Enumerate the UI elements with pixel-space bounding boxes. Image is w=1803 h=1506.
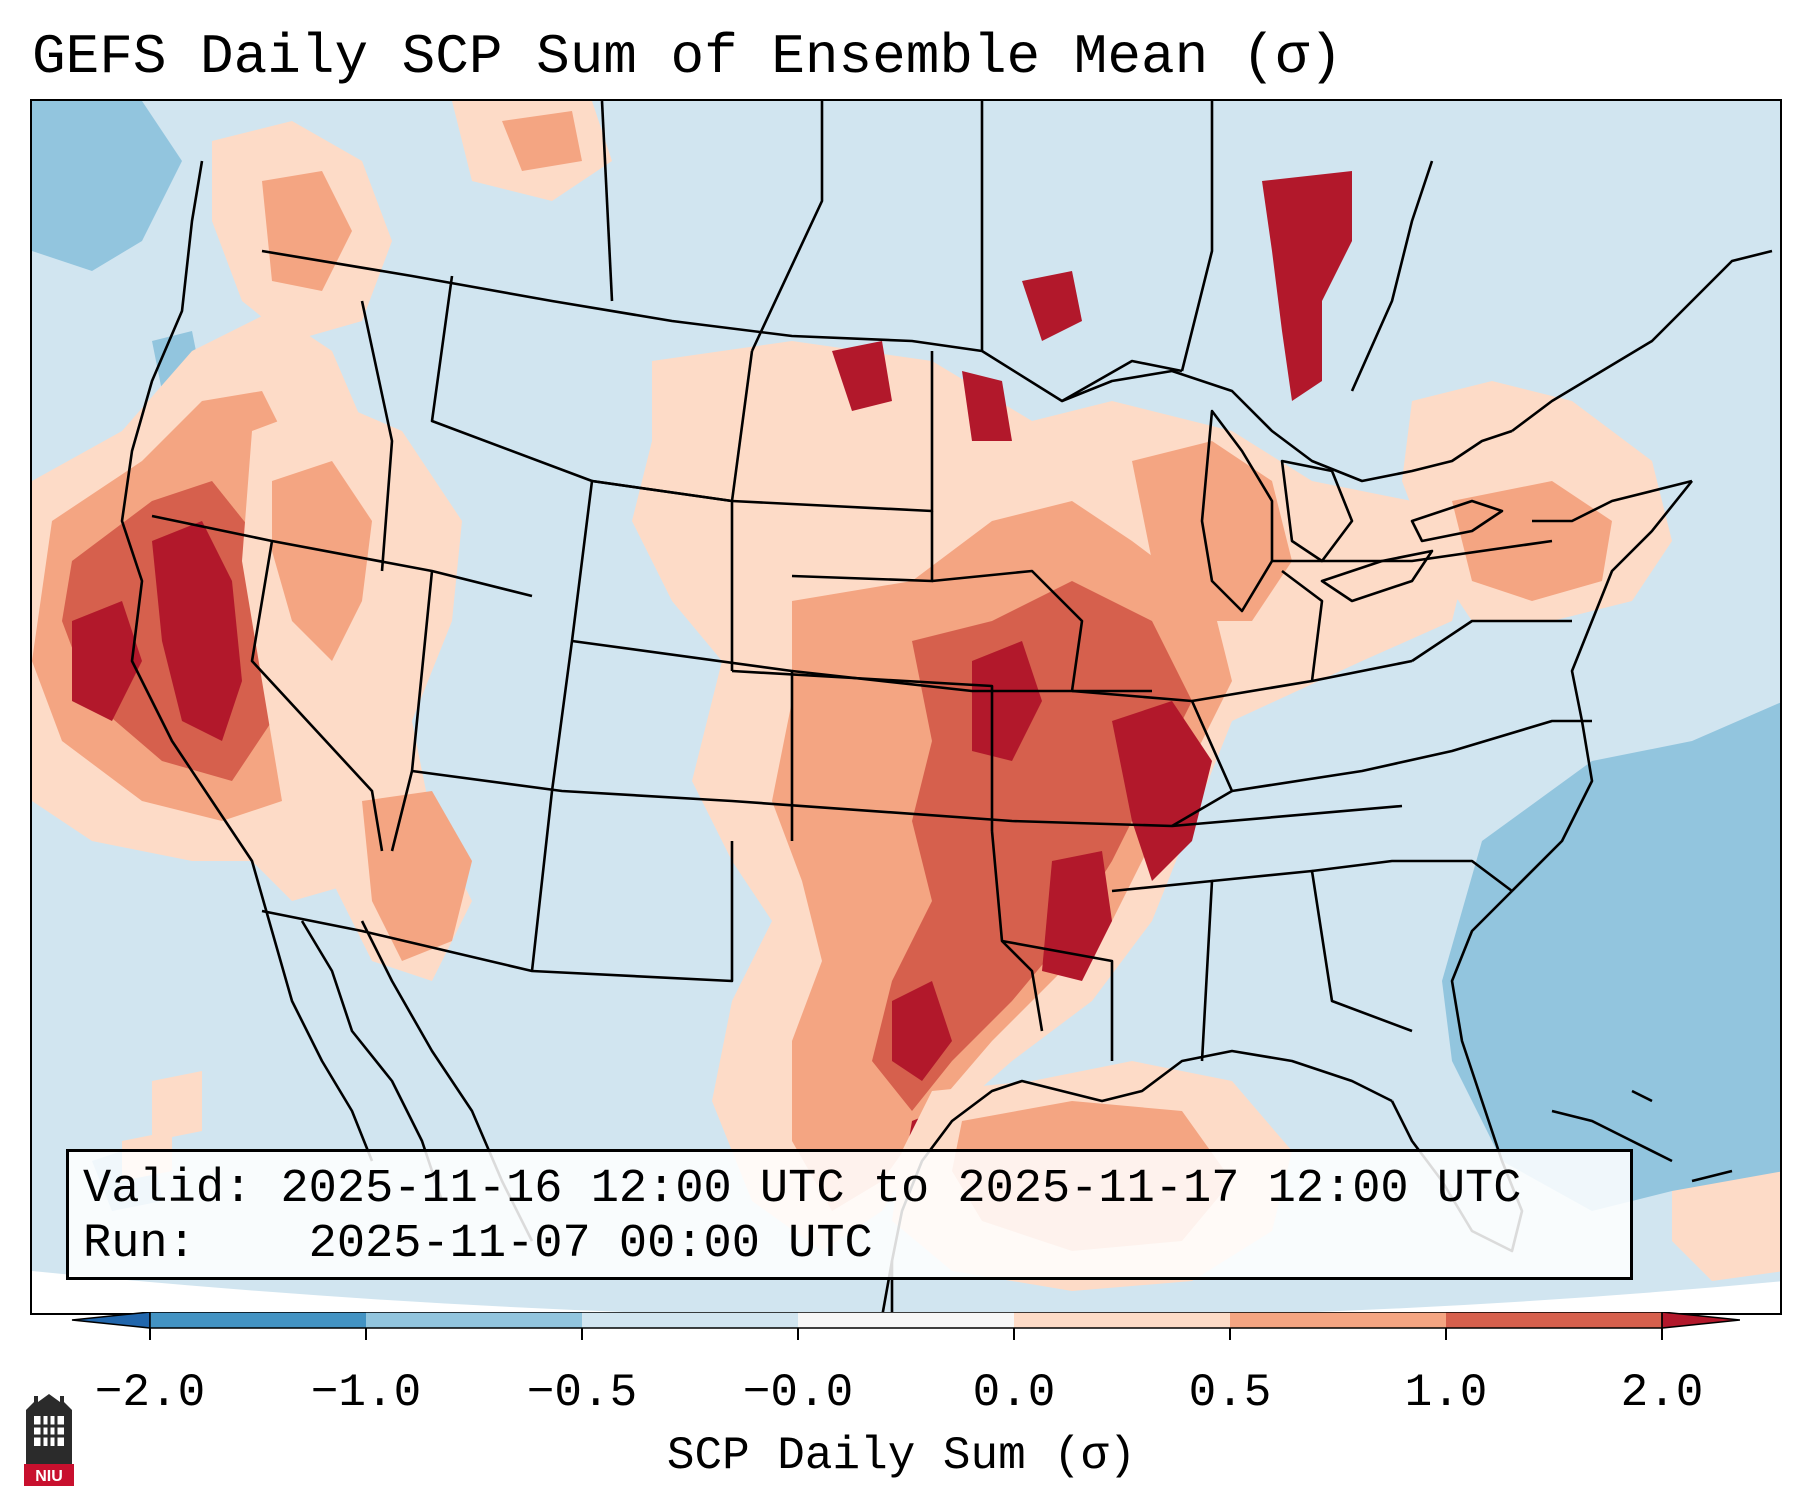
political-boundaries [120, 101, 1773, 1313]
colorbar-bin-7 [1446, 1312, 1662, 1328]
run-label: Run: [83, 1218, 196, 1271]
colorbar [71, 1312, 1740, 1340]
colorbar-label: SCP Daily Sum (σ) [666, 1430, 1137, 1482]
atlantic-negative-area [1442, 702, 1780, 1211]
colorbar-bin-3 [582, 1312, 798, 1328]
map-title: GEFS Daily SCP Sum of Ensemble Mean (σ) [32, 25, 1343, 89]
colorbar-bin-1 [150, 1312, 366, 1328]
projection-edge [32, 1271, 1780, 1313]
scp-anomaly-map [32, 101, 1780, 1313]
niu-castle-icon: NIU [24, 1394, 74, 1486]
colorbar-bin-2 [366, 1312, 582, 1328]
anomaly-shading [32, 101, 1780, 1291]
colorbar-tick-label: 0.5 [1188, 1367, 1272, 1419]
colorbar-tick-label: 0.0 [972, 1367, 1056, 1419]
canada-us-border [261, 249, 1183, 403]
valid-value: 2025-11-16 12:00 UTC to 2025-11-17 12:00… [280, 1163, 1522, 1216]
colorbar-tick-label: 2.0 [1620, 1367, 1704, 1419]
lake-michigan [1200, 409, 1274, 613]
colorbar-tick-label: −2.0 [94, 1367, 206, 1419]
caribbean-islands [1551, 1089, 1733, 1183]
colorbar-bin-4 [798, 1312, 1014, 1328]
colorbar-extend-high [1661, 1312, 1740, 1329]
colorbar-bin-6 [1230, 1312, 1446, 1328]
colorbar-ticks [149, 1328, 1663, 1340]
logo-text: NIU [35, 1468, 63, 1485]
valid-label: Valid: [83, 1163, 253, 1216]
pacific-coastline [120, 160, 374, 1162]
mid-south-strong-positive [872, 581, 1192, 1111]
validity-info-box: Valid: 2025-11-16 12:00 UTC to 2025-11-1… [66, 1149, 1633, 1280]
colorbar-tick-label: −0.0 [742, 1367, 854, 1419]
pacific-negative-area [32, 101, 182, 271]
colorbar-tick-label: 1.0 [1404, 1367, 1488, 1419]
tennessee-extreme-positive [1112, 701, 1212, 881]
colorbar-tick-label: −0.5 [526, 1367, 638, 1419]
colorbar-tick-label: −1.0 [310, 1367, 422, 1419]
colorbar-bin-5 [1014, 1312, 1230, 1328]
hudson-bay-extreme-positive [1262, 171, 1352, 401]
colorbar-extend-low [71, 1312, 151, 1329]
run-value: 2025-11-07 00:00 UTC [308, 1218, 873, 1271]
map-panel [30, 99, 1782, 1315]
